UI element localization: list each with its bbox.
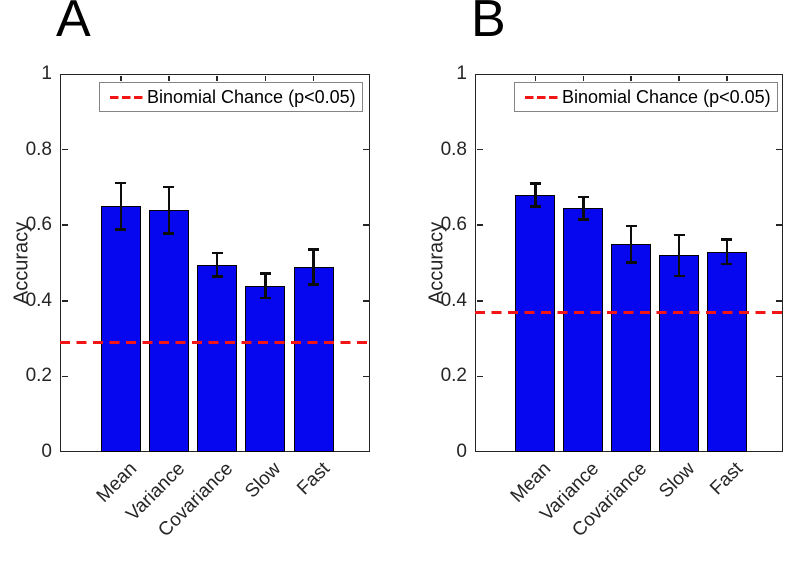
y-tick-left-b <box>476 300 483 302</box>
bar-covariance-b <box>611 244 652 452</box>
error-bar-cap-bottom <box>721 262 733 266</box>
error-bar-cap-bottom <box>673 274 685 278</box>
x-tick-top-b <box>582 75 584 81</box>
y-tick-label-a: 1 <box>41 63 52 84</box>
error-bar-line <box>312 249 315 285</box>
bar-slow-a <box>245 285 286 452</box>
bar-variance-a <box>148 210 189 452</box>
bar-mean-a <box>100 206 141 452</box>
x-tick-top-b <box>534 75 537 81</box>
bar-slow-b <box>659 255 700 452</box>
y-tick-right-b <box>775 300 782 302</box>
y-tick-left-a <box>61 148 68 151</box>
x-tick-top-b <box>678 75 680 81</box>
error-bar-line <box>119 182 122 230</box>
y-tick-right-a <box>362 375 369 378</box>
legend-a: Binomial Chance (p<0.05) <box>99 82 363 112</box>
error-bar-cap-top <box>625 224 637 228</box>
y-tick-left-b <box>476 224 483 226</box>
error-bar-cap-top <box>673 233 685 237</box>
y-tick-right-b <box>775 224 782 226</box>
legend-label: Binomial Chance (p<0.05) <box>562 86 771 107</box>
chance-line-a <box>60 340 370 344</box>
y-tick-label-b: 0 <box>456 441 467 462</box>
y-tick-label-b: 0.2 <box>440 365 467 387</box>
y-tick-right-b <box>775 148 782 151</box>
error-bar-cap-bottom <box>625 261 637 264</box>
legend-dashed-line-icon <box>525 95 558 99</box>
y-tick-label-a: 0.2 <box>25 365 52 387</box>
error-bar-cap-top <box>721 238 733 241</box>
error-bar-cap-top <box>308 248 320 251</box>
y-tick-label-a: 0 <box>41 441 52 462</box>
legend-b: Binomial Chance (p<0.05) <box>514 82 778 112</box>
error-bar-cap-top <box>115 181 127 185</box>
y-tick-label-a: 0.6 <box>25 214 52 236</box>
bar-variance-b <box>563 208 604 452</box>
error-bar-cap-bottom <box>529 205 541 208</box>
error-bar-cap-top <box>577 195 589 199</box>
panel-letter-b: B <box>471 0 506 48</box>
y-tick-label-b: 0.8 <box>440 138 467 160</box>
y-tick-label-b: 1 <box>456 63 467 84</box>
error-bar-cap-bottom <box>211 275 223 278</box>
y-tick-left-a <box>61 375 68 378</box>
error-bar-line <box>167 186 171 234</box>
y-tick-label-b: 0.6 <box>440 214 467 236</box>
x-tick-top-a <box>216 75 218 81</box>
error-bar-cap-top <box>211 251 223 255</box>
y-tick-right-a <box>362 300 369 302</box>
error-bar-line <box>534 183 537 207</box>
x-tick-top-a <box>312 75 315 81</box>
error-bar-cap-bottom <box>308 283 320 286</box>
error-bar-cap-bottom <box>115 228 127 231</box>
error-bar-line <box>264 273 267 299</box>
bar-covariance-a <box>197 264 238 452</box>
y-tick-left-b <box>476 375 483 378</box>
y-tick-label-a: 0.8 <box>25 138 52 160</box>
error-bar-line <box>629 225 633 263</box>
y-tick-left-a <box>61 224 68 226</box>
error-bar-cap-top <box>259 272 271 275</box>
legend-label: Binomial Chance (p<0.05) <box>147 86 356 107</box>
error-bar-cap-top <box>529 182 541 185</box>
bar-mean-b <box>515 194 556 452</box>
error-bar-line <box>725 239 729 265</box>
y-tick-left-b <box>476 148 483 151</box>
error-bar-cap-top <box>163 185 175 189</box>
y-tick-label-b: 0.4 <box>440 289 467 311</box>
y-tick-label-a: 0.4 <box>25 289 52 311</box>
legend-dashed-line-icon <box>110 95 143 99</box>
bar-fast-b <box>706 251 747 452</box>
error-bar-cap-bottom <box>259 296 271 300</box>
x-tick-top-a <box>168 75 170 81</box>
y-tick-left-a <box>61 300 68 302</box>
y-tick-right-b <box>775 375 782 378</box>
error-bar-cap-bottom <box>163 232 175 235</box>
y-tick-right-a <box>362 148 369 151</box>
x-tick-top-b <box>726 75 728 81</box>
panel-letter-a: A <box>56 0 91 48</box>
x-tick-top-a <box>120 75 122 81</box>
error-bar-cap-bottom <box>577 218 589 221</box>
chance-line-b <box>475 310 783 314</box>
error-bar-line <box>677 234 681 277</box>
error-bar-line <box>215 252 219 277</box>
x-tick-top-b <box>630 75 632 81</box>
x-tick-top-a <box>264 75 267 81</box>
y-tick-right-a <box>362 224 369 226</box>
bar-fast-a <box>293 266 334 452</box>
error-bar-line <box>582 196 585 220</box>
